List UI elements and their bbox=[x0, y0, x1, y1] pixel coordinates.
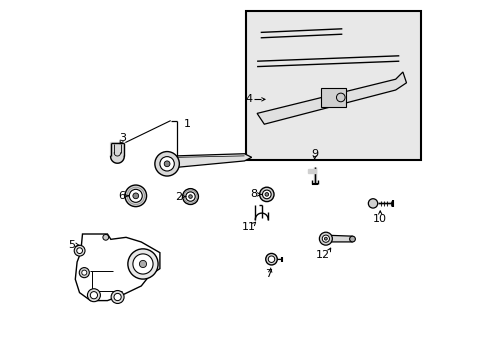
Bar bbox=[246, 11, 420, 160]
Text: 4: 4 bbox=[245, 94, 252, 104]
Polygon shape bbox=[176, 154, 251, 167]
Text: 11: 11 bbox=[242, 222, 255, 232]
Text: 6: 6 bbox=[118, 191, 124, 201]
Circle shape bbox=[336, 93, 345, 102]
Circle shape bbox=[74, 245, 85, 256]
Polygon shape bbox=[307, 169, 316, 173]
Circle shape bbox=[188, 195, 192, 198]
Polygon shape bbox=[322, 235, 352, 242]
Circle shape bbox=[81, 270, 87, 275]
Circle shape bbox=[264, 193, 268, 196]
Circle shape bbox=[129, 189, 142, 202]
Circle shape bbox=[182, 189, 198, 204]
Circle shape bbox=[262, 190, 270, 199]
Text: 8: 8 bbox=[250, 189, 257, 199]
Circle shape bbox=[102, 234, 108, 240]
Text: 9: 9 bbox=[310, 149, 318, 159]
Circle shape bbox=[367, 199, 377, 208]
Circle shape bbox=[125, 185, 146, 207]
Circle shape bbox=[349, 236, 355, 242]
Circle shape bbox=[79, 267, 89, 278]
Circle shape bbox=[139, 260, 146, 267]
Circle shape bbox=[155, 152, 179, 176]
Circle shape bbox=[160, 157, 174, 171]
Circle shape bbox=[268, 256, 274, 262]
Polygon shape bbox=[75, 234, 160, 301]
Circle shape bbox=[127, 249, 158, 279]
Circle shape bbox=[111, 291, 124, 303]
Text: 2: 2 bbox=[174, 192, 182, 202]
Bar bbox=[320, 87, 346, 107]
Circle shape bbox=[114, 293, 121, 301]
Polygon shape bbox=[257, 72, 406, 124]
Text: 5: 5 bbox=[68, 240, 75, 250]
Text: 3: 3 bbox=[120, 132, 126, 143]
Text: 12: 12 bbox=[315, 250, 329, 260]
Circle shape bbox=[133, 254, 153, 274]
Circle shape bbox=[259, 187, 273, 202]
Circle shape bbox=[322, 235, 329, 242]
Text: 10: 10 bbox=[372, 214, 386, 224]
Circle shape bbox=[324, 237, 326, 240]
Circle shape bbox=[319, 232, 332, 245]
Circle shape bbox=[185, 192, 195, 201]
Polygon shape bbox=[110, 143, 124, 163]
Circle shape bbox=[87, 289, 100, 302]
Circle shape bbox=[164, 161, 170, 167]
Text: 1: 1 bbox=[183, 119, 190, 129]
Text: 7: 7 bbox=[265, 269, 272, 279]
Circle shape bbox=[133, 193, 139, 199]
Circle shape bbox=[77, 248, 82, 253]
Circle shape bbox=[265, 253, 277, 265]
Circle shape bbox=[90, 292, 97, 299]
